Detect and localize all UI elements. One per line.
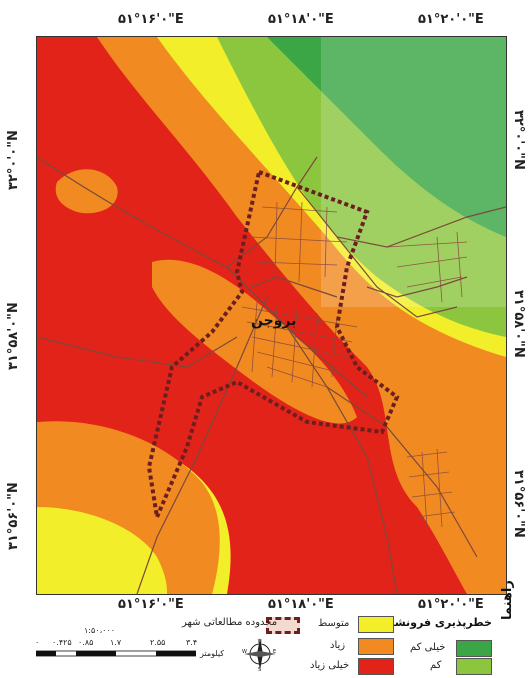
legend-label-high: زیاد [330,640,346,651]
legend-swatch-low [456,658,492,675]
compass-w: W [242,649,247,655]
map-frame[interactable]: بروجن [36,36,507,595]
watermark-overlay [321,37,506,307]
city-streets [241,201,468,528]
coord-bottom-3: ۵۱°۲۰'۰"E [418,597,484,612]
legend-label-medium: متوسط [318,618,350,629]
legend-side-title: راهنما [500,580,515,620]
compass-s: S [258,667,261,672]
coord-left-3: ۳۱°۵۶'۰"N [6,482,21,550]
legend-label-low: کم [430,660,442,671]
scale-tick-2: ۰.۸۵ [78,638,94,647]
coord-top-3: ۵۱°۲۰'۰"E [418,12,484,27]
coord-bottom-1: ۵۱°۱۶'۰"E [118,597,184,612]
compass-icon: N S E W [242,638,276,673]
north-arrow: N S E W [242,636,278,673]
coord-right-3: ۳۱°۵۶'۰"N [511,470,526,538]
scale-ratio: ۱:۵۰،۰۰۰ [84,626,116,635]
scale-bar-graphic [36,650,196,657]
legend-swatch-very-high [358,658,394,675]
legend-swatch-boundary [266,617,300,634]
scale-tick-0: ۰ [35,638,40,647]
city-boundary [146,169,400,525]
coord-left-1: ۳۲°۰'۰"N [6,130,21,190]
legend-label-boundary: محدوده مطالعاتی شهر [182,617,278,628]
coord-right-2: ۳۱°۵۸'۰"N [511,290,526,358]
legend-swatch-medium [358,616,394,633]
coord-top-2: ۵۱°۱۸'۰"E [268,12,334,27]
scale-tick-4: ۲.۵۵ [150,638,166,647]
coord-left-2: ۳۱°۵۸'۰"N [6,302,21,370]
scale-unit: کیلومتر [200,649,225,658]
risk-map-svg: بروجن [37,37,506,594]
compass-n: N [258,639,262,645]
legend-label-very-low: خیلی کم [410,642,446,653]
zone-very-low [267,37,506,237]
coord-top-1: ۵۱°۱۶'۰"E [118,12,184,27]
zone-high-island [55,169,118,214]
scale-tick-1: ۰.۴۲۵ [52,638,72,647]
legend-label-very-high: خیلی زیاد [310,660,350,671]
legend-swatch-very-low [456,640,492,657]
scale-tick-3: ۱.۷ [110,638,122,647]
zone-medium-patch-sw [37,507,167,594]
coord-right-1: ۳۲°۰'۰"N [511,110,526,170]
compass-e: E [273,649,276,655]
scale-tick-5: ۳.۴ [186,638,198,647]
city-label: بروجن [251,313,296,329]
coord-bottom-2: ۵۱°۱۸'۰"E [268,597,334,612]
road-network [37,156,506,594]
legend-swatch-high [358,638,394,655]
legend-title: خطرپذیری فرونشست [372,616,492,629]
